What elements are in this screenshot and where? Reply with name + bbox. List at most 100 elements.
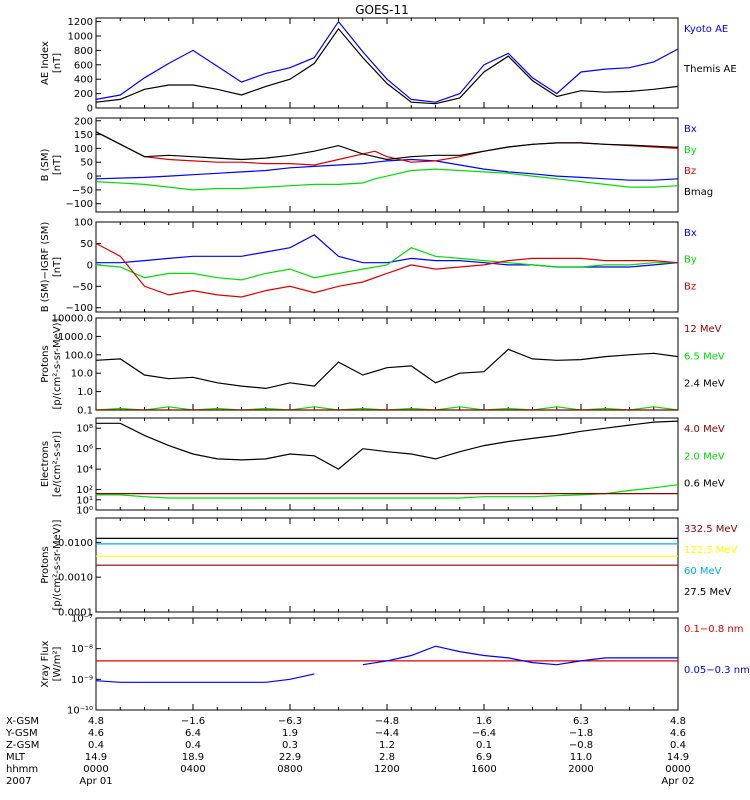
y-tick-label: 10⁶	[76, 444, 93, 455]
y-tick-label: 10⁴	[76, 465, 93, 476]
legend-entry: Bz	[684, 166, 696, 177]
x-axis-value: 4.8	[670, 716, 686, 727]
y-axis-label: Electrons	[40, 441, 51, 487]
panel-4: 0.1 1.0 10.0 100.0 1000.0 10000.0 Protons [p/(c…	[40, 314, 725, 417]
y-tick-label: 100.0	[64, 350, 93, 361]
y-axis-label: [p/(cm²-s-sr-MeV)]	[52, 519, 63, 610]
y-axis-label: [nT]	[52, 155, 63, 175]
y-axis-label: AE Index	[40, 41, 51, 85]
x-axis-value: 0000	[83, 764, 108, 775]
y-tick-label: 1000	[68, 32, 93, 43]
legend-entry: Themis AE	[683, 64, 737, 75]
x-axis-value: 4.6	[670, 728, 686, 739]
legend-entry: 0.1−0.8 nm	[684, 624, 743, 635]
y-tick-label: 10⁰	[76, 506, 93, 517]
x-axis-value: 1.9	[282, 728, 298, 739]
series-line	[96, 420, 679, 470]
legend-entry: 332.5 MeV	[684, 524, 738, 535]
x-axis-value: 1200	[374, 764, 399, 775]
panel-2: −100 −50 0 50 100 150 200 B (SM) [nT] Bx By Bz Bmag	[40, 116, 713, 213]
x-axis-value: −4.8	[375, 716, 399, 727]
legend-entry: By	[684, 145, 697, 156]
y-tick-label: 0	[87, 172, 93, 183]
y-tick-label: 50	[80, 239, 93, 250]
y-tick-label: 1000.0	[58, 332, 93, 343]
y-tick-label: 0.0010	[58, 573, 93, 584]
x-axis-value: 2.8	[379, 752, 395, 763]
x-axis-row-label: X-GSM	[6, 716, 39, 727]
y-tick-label: 200	[74, 116, 93, 127]
series-line	[95, 27, 679, 105]
series-line	[96, 234, 679, 268]
series-line	[95, 131, 679, 161]
panel-1: 0 200 400 600 800 1000 1200 AE Index [nT] Kyoto A…	[40, 17, 737, 114]
y-tick-label: −50	[72, 185, 93, 196]
y-tick-label: 1200	[68, 17, 93, 28]
x-axis-value: 6.9	[476, 752, 492, 763]
y-tick-label: 200	[74, 89, 93, 100]
y-tick-label: 600	[74, 60, 93, 71]
legend-entry: Bz	[684, 281, 696, 292]
x-axis-value: 4.8	[88, 716, 104, 727]
legend-entry: 0.05−0.3 nm	[684, 665, 750, 676]
x-axis-value: 0400	[180, 764, 205, 775]
y-tick-label: 10⁸	[76, 424, 93, 435]
x-axis-row-label: Y-GSM	[5, 728, 38, 739]
series-line	[95, 645, 678, 683]
legend-entry: 2.4 MeV	[684, 379, 725, 390]
x-axis-row-label: MLT	[6, 752, 26, 763]
x-axis-value: 14.9	[667, 752, 689, 763]
series-line	[96, 484, 679, 499]
legend-entry: 122.5 MeV	[684, 545, 738, 556]
panel-frame	[95, 117, 679, 213]
series-line	[95, 242, 679, 298]
x-axis-value: 0.4	[670, 740, 686, 751]
x-axis-value: 14.9	[85, 752, 107, 763]
y-axis-label: [nT]	[52, 53, 63, 73]
x-axis-value: 22.9	[279, 752, 301, 763]
x-axis-value: −0.8	[569, 740, 593, 751]
series-line	[95, 348, 679, 390]
y-tick-label: −100	[66, 199, 93, 210]
panel-frame	[95, 317, 679, 411]
x-axis-value: 0.3	[282, 740, 298, 751]
series-line	[95, 168, 679, 191]
y-axis-label: [e/(cm²-s-sr)]	[52, 431, 63, 497]
panel-3: −100 −50 0 50 100 B (SM)−IGRF (SM) [nT] Bx By Bz	[40, 218, 697, 315]
series-line	[95, 247, 678, 281]
x-axis-value: 1.6	[476, 716, 492, 727]
y-axis-label: [p/(cm²-s-sr-MeV)]	[52, 318, 63, 409]
y-tick-label: 0.0001	[58, 608, 93, 619]
x-axis-value: −1.8	[569, 728, 593, 739]
y-tick-label: 50	[80, 158, 93, 169]
x-axis-value: 4.6	[88, 728, 104, 739]
x-axis-value: 18.9	[182, 752, 204, 763]
x-axis-row-label: 2007	[6, 776, 31, 787]
y-tick-label: 10.0	[71, 369, 93, 380]
y-tick-label: 10000.0	[52, 314, 93, 325]
y-tick-label: 0.0100	[58, 538, 93, 549]
legend-entry: 2.0 MeV	[684, 451, 725, 462]
y-tick-label: 400	[74, 75, 93, 86]
x-axis-value: −4.4	[375, 728, 399, 739]
y-axis-label: [nT]	[52, 257, 63, 277]
x-axis-value: Apr 01	[79, 776, 112, 787]
y-tick-label: 0	[87, 104, 93, 115]
legend-entry: 6.5 MeV	[684, 351, 725, 362]
legend-entry: 60 MeV	[684, 566, 722, 577]
y-tick-label: 100	[74, 218, 93, 229]
y-tick-label: 10¹	[76, 495, 93, 506]
y-tick-label: 0	[87, 260, 93, 271]
y-tick-label: 10⁻⁹	[71, 675, 93, 686]
legend-entry: Bx	[684, 228, 697, 239]
legend-entry: 12 MeV	[684, 324, 722, 335]
x-axis-value: 0000	[665, 764, 690, 775]
x-axis-value: 11.0	[570, 752, 592, 763]
x-axis-value: 2000	[568, 764, 593, 775]
y-tick-label: −50	[72, 282, 93, 293]
plot-title: GOES-11	[355, 3, 409, 17]
y-tick-label: 1.0	[77, 387, 93, 398]
x-axis-value: 1600	[471, 764, 496, 775]
